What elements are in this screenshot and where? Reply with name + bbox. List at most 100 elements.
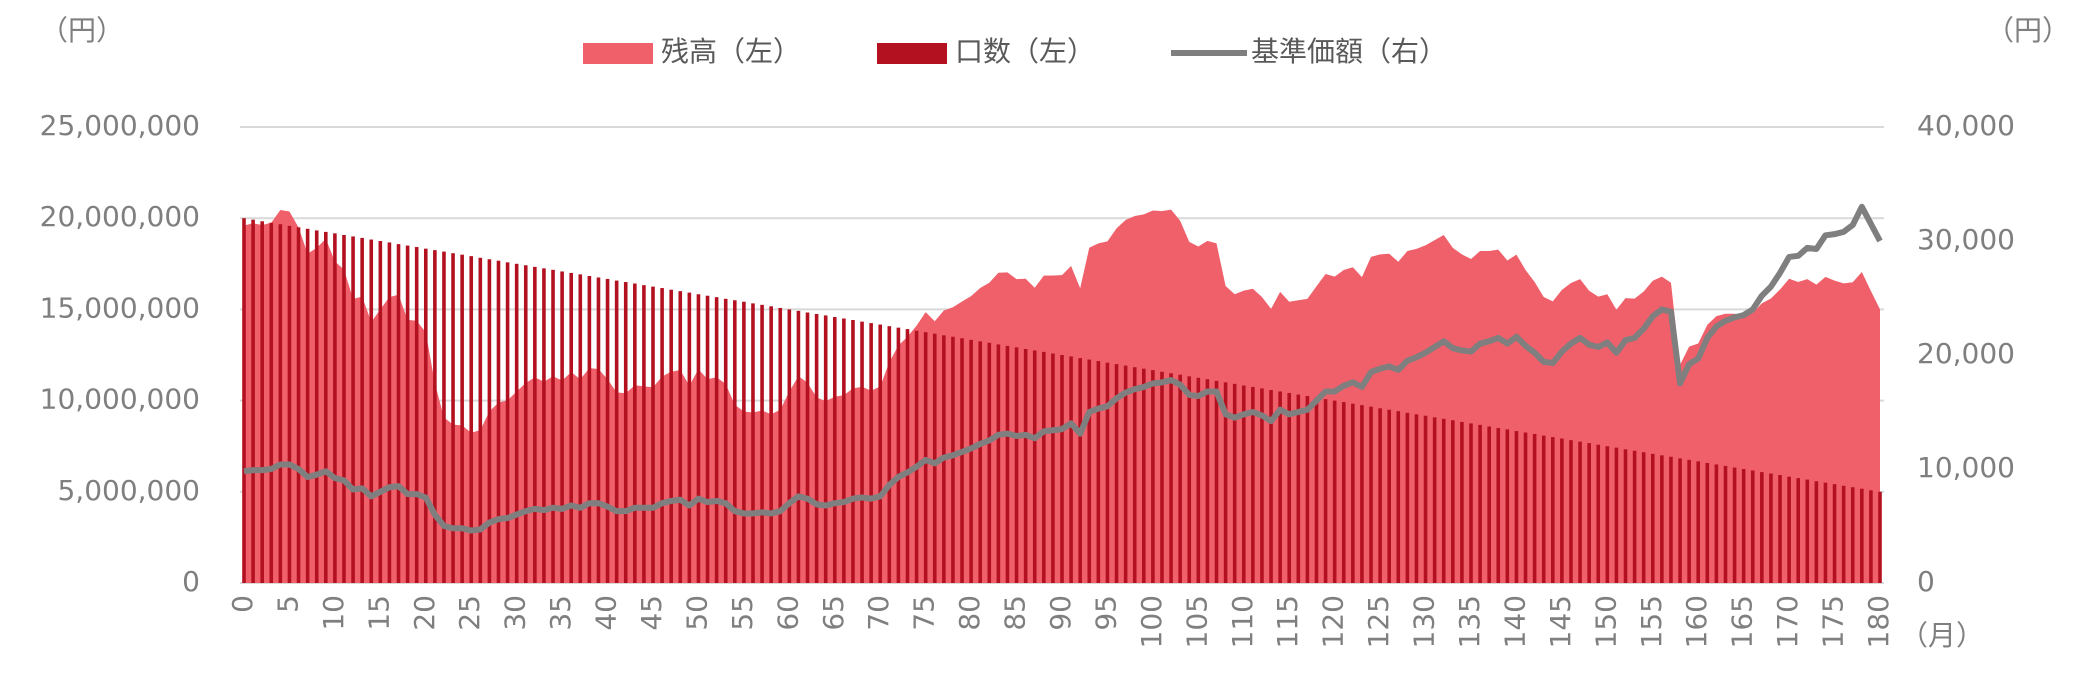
bar (287, 225, 292, 584)
bar (260, 221, 264, 584)
bar (614, 280, 619, 583)
bar (1332, 400, 1337, 583)
x-tick-label: 165 (1726, 595, 1759, 648)
bar (1814, 481, 1819, 583)
bar (769, 306, 773, 583)
bar (1850, 487, 1855, 583)
bar (751, 303, 755, 583)
x-tick-label: 15 (362, 595, 395, 631)
bar (1296, 394, 1301, 583)
x-tick-label: 80 (953, 595, 986, 631)
bar (1123, 365, 1128, 583)
bar (460, 254, 464, 583)
y-tick-label: 5,000,000 (57, 474, 200, 507)
bar (487, 259, 492, 583)
bar (1696, 461, 1701, 583)
y2-tick-label: 20,000 (1917, 337, 2015, 370)
bar (523, 265, 528, 583)
x-tick-label: 50 (680, 595, 713, 631)
x-tick-label: 45 (635, 595, 668, 631)
bar (787, 309, 792, 583)
bar (823, 315, 828, 583)
bar (1514, 431, 1519, 583)
bar (1732, 467, 1737, 583)
bar (1169, 373, 1173, 583)
bar (296, 227, 301, 583)
bar (851, 319, 855, 583)
x-tick-label: 70 (862, 595, 895, 631)
bar (242, 218, 246, 583)
bar (714, 297, 719, 583)
bar (514, 263, 519, 583)
x-tick-label: 130 (1408, 595, 1441, 648)
x-unit: （月） (1900, 619, 1984, 652)
bar (469, 256, 474, 583)
bar (396, 244, 401, 583)
bar (1551, 437, 1555, 583)
y-tick-label: 15,000,000 (40, 291, 200, 324)
bar (623, 282, 628, 583)
bar (278, 224, 283, 584)
bar (1569, 440, 1573, 583)
bar (551, 269, 555, 583)
bar (1505, 429, 1510, 583)
bar (314, 230, 319, 583)
bar (1405, 412, 1410, 583)
x-tick-label: 140 (1498, 595, 1531, 648)
bar (1069, 356, 1073, 583)
bar (1605, 446, 1610, 583)
bar (633, 283, 637, 583)
bar (1760, 472, 1764, 583)
bar (1387, 409, 1391, 583)
bar (333, 233, 337, 583)
bar (1241, 385, 1246, 583)
bar (451, 253, 455, 583)
bar (1423, 415, 1428, 583)
bar (1441, 418, 1446, 583)
x-tick-label: 85 (999, 595, 1032, 631)
bar (1114, 364, 1119, 583)
bar (1360, 405, 1364, 583)
x-tick-label: 60 (771, 595, 804, 631)
bar (914, 330, 919, 583)
bar (687, 292, 692, 583)
bar (587, 276, 592, 583)
y2-tick-label: 10,000 (1917, 451, 2015, 484)
bar (423, 248, 428, 583)
bar (351, 236, 355, 583)
x-tick-label: 20 (408, 595, 441, 631)
bar (1587, 443, 1591, 583)
bar (1378, 408, 1382, 583)
bar (1287, 392, 1292, 583)
bar (1487, 426, 1491, 583)
bar (387, 242, 392, 583)
bar (1669, 456, 1673, 583)
bar (1260, 388, 1264, 583)
bar (533, 266, 537, 583)
legend-label: 口数（左） (955, 35, 1095, 68)
bar (1869, 490, 1873, 583)
bar (1641, 452, 1646, 583)
bar (969, 339, 973, 583)
bar (705, 295, 710, 583)
bar (569, 272, 573, 583)
bar (1787, 476, 1791, 583)
bar (1823, 482, 1828, 583)
bar (1014, 347, 1019, 583)
bar (1341, 402, 1346, 583)
bar (560, 271, 564, 583)
y-unit: （円） (40, 14, 124, 47)
bar (1414, 414, 1419, 583)
bar (678, 291, 683, 583)
bar (996, 344, 1001, 583)
bar (832, 317, 837, 583)
x-tick-label: 170 (1771, 595, 1804, 648)
legend-swatch (877, 43, 947, 64)
bar (1142, 368, 1146, 583)
bar (1750, 470, 1755, 583)
bar (1678, 458, 1682, 583)
bar (987, 342, 992, 583)
bar (1151, 370, 1155, 583)
x-tick-label: 30 (499, 595, 532, 631)
bar (605, 278, 610, 583)
